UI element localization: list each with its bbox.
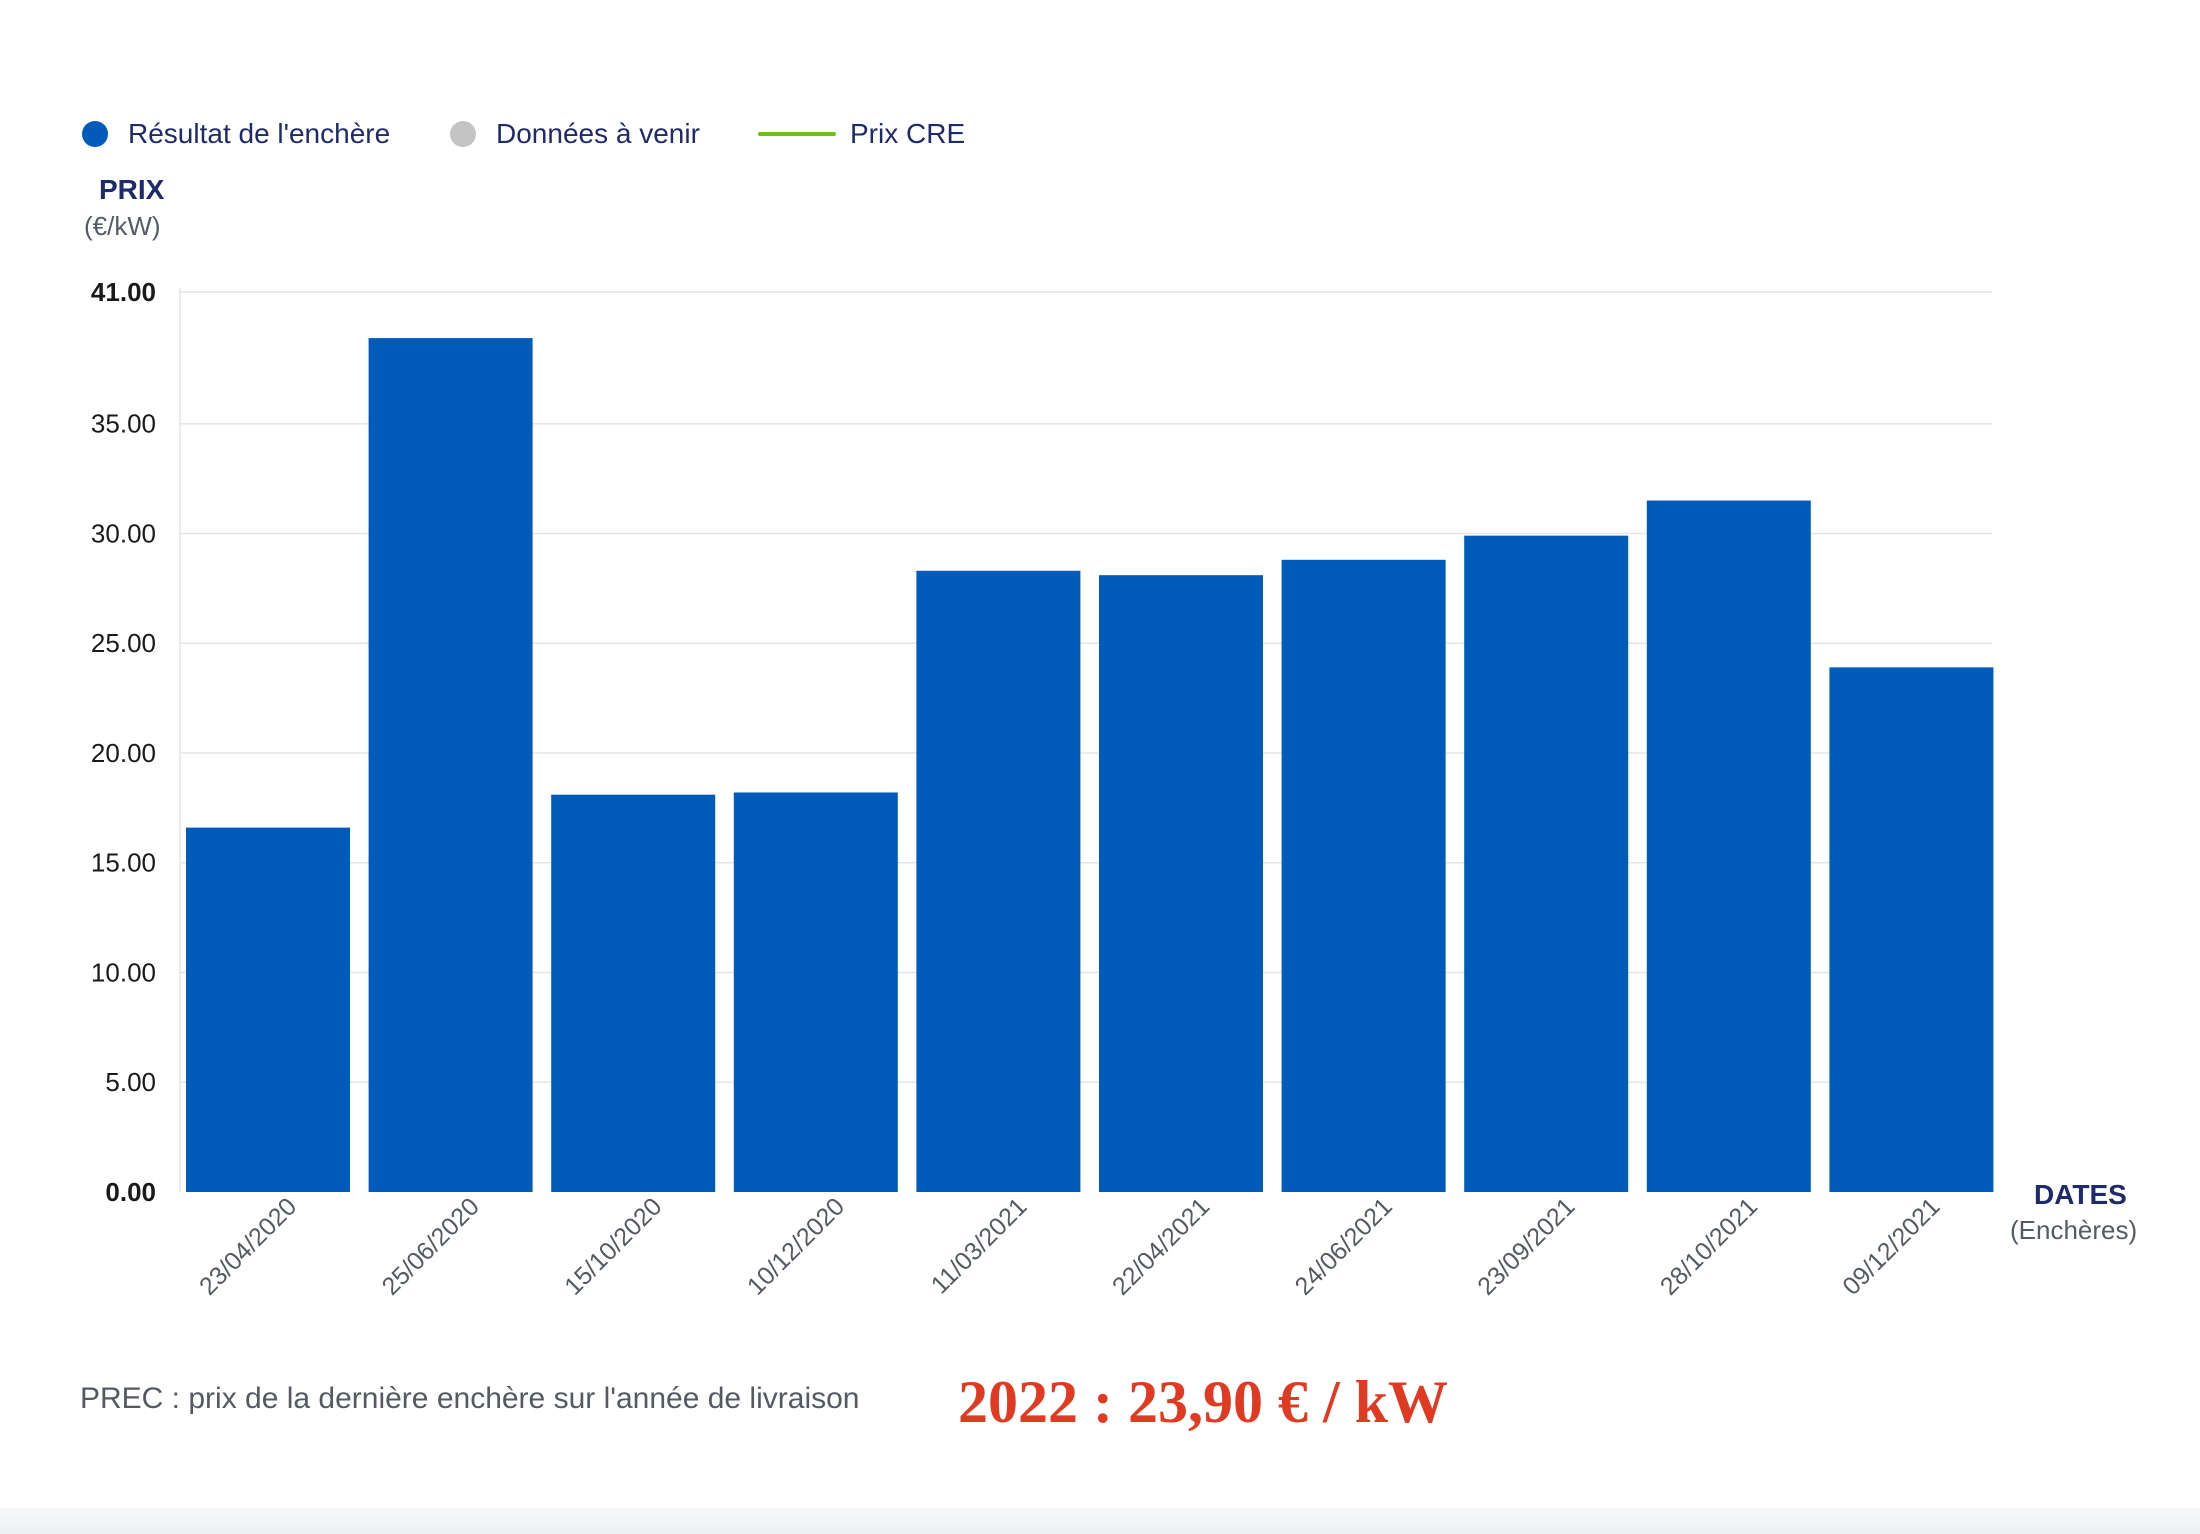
bar[interactable] — [551, 794, 716, 1192]
x-tick-label: 22/04/2021 — [1107, 1192, 1215, 1300]
x-axis-unit: (Enchères) — [2010, 1215, 2138, 1245]
footer-highlight: 2022 : 23,90 € / kW — [958, 1369, 1449, 1435]
bar[interactable] — [1281, 559, 1446, 1192]
y-tick-label: 20.00 — [91, 738, 156, 768]
x-axis-title: DATES — [2034, 1179, 2127, 1210]
x-tick-label: 11/03/2021 — [926, 1192, 1033, 1299]
legend-dot-icon — [450, 121, 476, 147]
bar[interactable] — [733, 792, 898, 1192]
y-tick-label: 5.00 — [105, 1067, 156, 1097]
x-tick-label: 25/06/2020 — [377, 1192, 485, 1300]
y-axis-ticks: 0.00 5.00 10.00 15.00 20.00 25.00 30.00 35.00 41… — [91, 277, 156, 1207]
y-tick-label: 25.00 — [91, 628, 156, 658]
legend-item-resultat[interactable]: Résultat de l'enchère — [82, 114, 390, 154]
bar[interactable] — [368, 338, 533, 1193]
y-axis-unit: (€/kW) — [84, 211, 161, 241]
bar[interactable] — [1646, 500, 1811, 1192]
x-tick-label: 10/12/2020 — [742, 1192, 850, 1300]
legend-label: Données à venir — [496, 118, 700, 149]
y-tick-label: 10.00 — [91, 957, 156, 987]
legend-dot-icon — [82, 121, 108, 147]
x-tick-label: 23/04/2020 — [194, 1192, 302, 1300]
bar[interactable] — [1464, 535, 1629, 1192]
x-tick-label: 15/10/2020 — [559, 1192, 667, 1300]
y-axis-title: PRIX — [99, 174, 165, 205]
legend-line-icon — [758, 132, 836, 136]
bar[interactable] — [186, 827, 350, 1192]
x-tick-label: 09/12/2021 — [1837, 1192, 1945, 1300]
x-tick-label: 24/06/2021 — [1290, 1192, 1398, 1300]
x-axis-ticks: 23/04/2020 25/06/2020 15/10/2020 10/12/2020… — [194, 1192, 1946, 1300]
bottom-strip — [0, 1508, 2200, 1534]
y-tick-label: 30.00 — [91, 518, 156, 548]
legend-label: Prix CRE — [850, 118, 966, 149]
y-tick-label: 41.00 — [91, 277, 156, 307]
y-tick-label: 15.00 — [91, 848, 156, 878]
legend-item-donnees[interactable]: Données à venir — [450, 114, 700, 154]
bars — [186, 338, 1994, 1193]
bar[interactable] — [916, 570, 1081, 1192]
y-tick-label: 0.00 — [105, 1177, 156, 1207]
bar[interactable] — [1829, 667, 1994, 1192]
x-tick-label: 23/09/2021 — [1472, 1192, 1580, 1300]
legend-item-prix-cre[interactable]: Prix CRE — [758, 114, 965, 154]
x-tick-label: 28/10/2021 — [1655, 1192, 1763, 1300]
legend-label: Résultat de l'enchère — [128, 118, 391, 149]
y-tick-label: 35.00 — [91, 409, 156, 439]
bar[interactable] — [1099, 575, 1263, 1192]
footer-note: PREC : prix de la dernière enchère sur l… — [80, 1382, 860, 1415]
